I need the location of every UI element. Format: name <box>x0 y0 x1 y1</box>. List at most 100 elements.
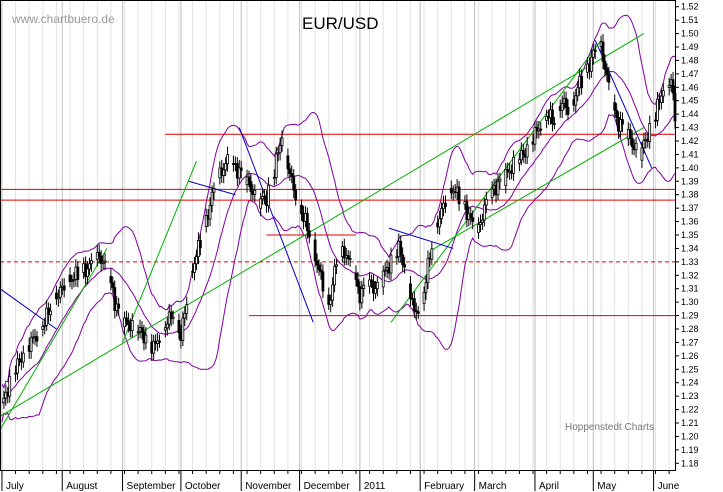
y-tick-label: 1.37 <box>681 203 699 213</box>
price-candle <box>111 282 115 288</box>
y-axis: 1.18 1.19 1.20 1.21 1.22 1.23 1.24 1.25 1.26 1.27… <box>675 2 699 468</box>
price-candle <box>253 190 257 195</box>
y-tick-label: 1.22 <box>681 405 699 415</box>
price-candle <box>169 311 173 319</box>
price-candle <box>370 279 373 282</box>
price-candle <box>659 95 663 103</box>
price-candle <box>109 275 113 284</box>
trend-line <box>238 127 314 323</box>
y-tick-label: 1.49 <box>681 42 699 52</box>
price-candle <box>426 257 430 283</box>
price-candle <box>484 199 488 206</box>
price-candle <box>300 204 303 215</box>
price-candle <box>479 222 482 225</box>
price-candle <box>444 202 447 207</box>
price-candle <box>430 248 434 260</box>
price-candle <box>481 219 484 223</box>
price-candle <box>171 316 175 319</box>
price-candle <box>449 187 453 194</box>
price-candle <box>667 84 671 88</box>
price-candle <box>521 149 525 156</box>
price-candle <box>183 313 187 319</box>
y-tick-label: 1.45 <box>681 96 699 106</box>
price-candle <box>360 288 364 304</box>
x-tick-label: June <box>658 481 680 492</box>
price-candle <box>103 260 107 263</box>
x-tick-label: May <box>597 481 616 492</box>
price-candle <box>97 251 101 257</box>
price-candle <box>88 263 91 270</box>
price-candle <box>601 41 605 62</box>
price-candle <box>315 260 319 266</box>
price-candle <box>247 176 251 182</box>
price-candle <box>576 87 580 97</box>
price-bars <box>2 34 677 409</box>
trend-line <box>388 227 454 249</box>
price-candle <box>226 154 229 165</box>
price-candle <box>498 178 502 182</box>
price-candle <box>276 152 280 155</box>
y-tick-label: 1.34 <box>681 243 699 253</box>
price-candle <box>125 317 128 322</box>
y-tick-label: 1.51 <box>681 15 699 25</box>
y-tick-label: 1.33 <box>681 257 699 267</box>
price-candle <box>249 181 253 192</box>
price-candle <box>278 145 282 154</box>
y-tick-label: 1.43 <box>681 123 699 133</box>
price-candle <box>16 358 19 374</box>
price-candle <box>292 176 296 191</box>
y-tick-label: 1.31 <box>681 284 699 294</box>
price-candle <box>321 271 325 292</box>
price-candle <box>574 95 578 106</box>
price-candle <box>177 319 181 334</box>
y-tick-label: 1.41 <box>681 149 699 159</box>
price-candle <box>517 159 521 164</box>
price-candle <box>615 109 619 118</box>
price-candle <box>335 264 338 267</box>
price-candle <box>383 269 387 272</box>
y-tick-label: 1.35 <box>681 230 699 240</box>
price-candle <box>327 294 331 305</box>
price-candle <box>158 340 161 343</box>
price-candle <box>197 240 200 258</box>
y-tick-label: 1.25 <box>681 364 699 374</box>
source-credit: Hoppenstedt Charts <box>565 422 654 433</box>
y-tick-label: 1.21 <box>681 418 699 428</box>
price-candle <box>259 198 263 209</box>
price-candle <box>607 74 611 83</box>
price-candle <box>671 79 675 94</box>
y-tick-label: 1.29 <box>681 311 699 321</box>
price-candle <box>545 115 549 121</box>
price-candle <box>496 180 500 196</box>
x-tick-label: November <box>245 481 292 492</box>
x-tick-label: March <box>479 481 507 492</box>
y-tick-label: 1.52 <box>681 2 699 12</box>
price-candle <box>267 184 270 206</box>
price-candle <box>70 280 74 283</box>
y-tick-label: 1.24 <box>681 378 699 388</box>
price-candle <box>165 323 169 329</box>
price-candle <box>403 264 407 268</box>
price-candle <box>564 97 568 108</box>
trend-line <box>0 33 645 417</box>
price-candle <box>117 303 121 309</box>
price-candle <box>62 285 66 291</box>
price-candle <box>113 287 117 311</box>
price-candle <box>181 317 185 341</box>
trend-line <box>429 127 645 252</box>
price-candle <box>58 286 62 298</box>
price-candle <box>457 186 461 205</box>
price-candle <box>395 256 399 259</box>
horizontal-levels <box>0 133 675 317</box>
price-candle <box>469 213 473 219</box>
price-candle <box>465 201 469 220</box>
x-tick-label: September <box>127 481 177 492</box>
price-candle <box>288 168 292 174</box>
price-candle <box>580 75 584 89</box>
price-candle <box>29 336 33 352</box>
price-candle <box>422 291 426 304</box>
y-tick-label: 1.28 <box>681 324 699 334</box>
price-candle <box>661 90 665 97</box>
price-candle <box>438 218 442 228</box>
price-candle <box>471 217 475 222</box>
